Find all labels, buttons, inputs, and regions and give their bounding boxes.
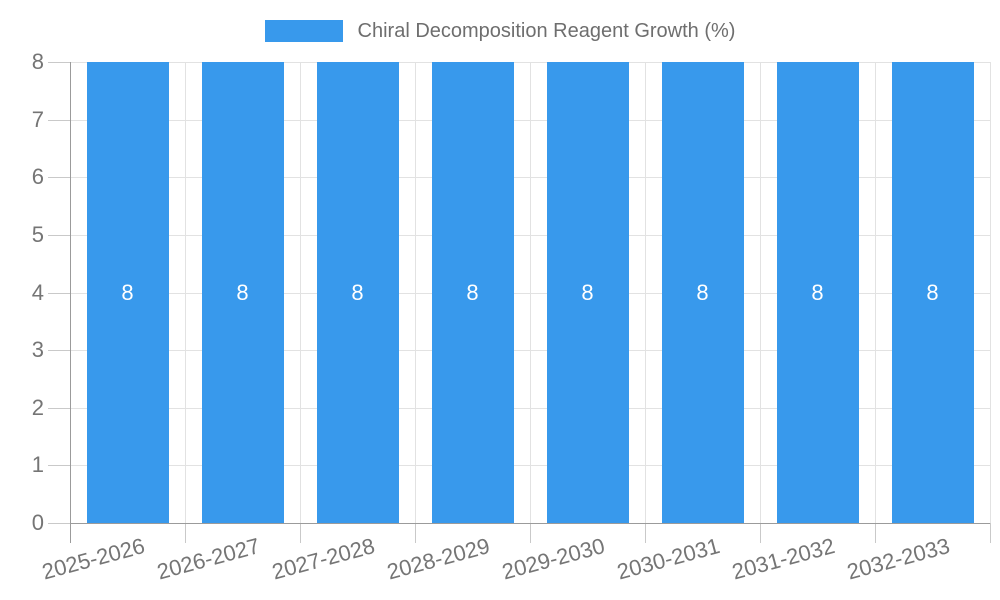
x-gridline bbox=[875, 62, 876, 523]
x-axis-tick-label: 2030-2031 bbox=[614, 533, 723, 585]
x-gridline bbox=[185, 62, 186, 523]
x-axis-tick-label: 2029-2030 bbox=[499, 533, 608, 585]
y-axis-tick-label: 1 bbox=[31, 452, 44, 478]
bar[interactable]: 8 bbox=[546, 62, 629, 523]
x-tick-mark bbox=[990, 523, 991, 543]
chart-legend[interactable]: Chiral Decomposition Reagent Growth (%) bbox=[0, 14, 1000, 48]
y-tick-mark bbox=[48, 523, 70, 524]
y-axis-tick-label: 7 bbox=[31, 106, 44, 132]
x-gridline bbox=[645, 62, 646, 523]
legend-series-label[interactable]: Chiral Decomposition Reagent Growth (%) bbox=[357, 20, 736, 42]
bar-value-label: 8 bbox=[121, 279, 134, 305]
y-axis-line bbox=[70, 62, 71, 543]
x-axis-tick-label: 2026-2027 bbox=[154, 533, 263, 585]
bar-value-label: 8 bbox=[236, 279, 249, 305]
x-tick-mark bbox=[530, 523, 531, 543]
bar[interactable]: 8 bbox=[201, 62, 284, 523]
bar[interactable]: 8 bbox=[661, 62, 744, 523]
y-tick-mark bbox=[48, 407, 70, 409]
x-gridline bbox=[415, 62, 416, 523]
bar-value-label: 8 bbox=[811, 279, 824, 305]
y-axis-tick-label: 5 bbox=[31, 221, 44, 247]
bar[interactable]: 8 bbox=[776, 62, 859, 523]
x-axis-tick-label: 2032-2033 bbox=[844, 533, 953, 585]
bar[interactable]: 8 bbox=[316, 62, 399, 523]
bar-value-label: 8 bbox=[581, 279, 594, 305]
y-axis-tick-label: 2 bbox=[31, 394, 44, 420]
y-axis-tick-label: 6 bbox=[31, 164, 44, 190]
x-tick-mark bbox=[875, 523, 876, 543]
y-tick-mark bbox=[48, 177, 70, 179]
x-gridline bbox=[530, 62, 531, 523]
x-tick-mark bbox=[300, 523, 301, 543]
bar[interactable]: 8 bbox=[431, 62, 514, 523]
legend-swatch-icon[interactable] bbox=[264, 20, 343, 42]
x-gridline bbox=[300, 62, 301, 523]
y-axis-tick-label: 3 bbox=[31, 337, 44, 363]
y-axis-tick-label: 8 bbox=[31, 49, 44, 74]
x-tick-mark bbox=[185, 523, 186, 543]
bar-value-label: 8 bbox=[466, 279, 479, 305]
y-tick-mark bbox=[48, 465, 70, 467]
y-axis-tick-label: 0 bbox=[31, 510, 44, 535]
bar-value-label: 8 bbox=[351, 279, 364, 305]
bar[interactable]: 8 bbox=[86, 62, 169, 523]
x-axis-tick-label: 2028-2029 bbox=[384, 533, 493, 585]
bar-value-label: 8 bbox=[696, 279, 709, 305]
x-axis-line bbox=[70, 523, 990, 524]
bar[interactable]: 8 bbox=[891, 62, 974, 523]
bar-value-label: 8 bbox=[926, 279, 939, 305]
x-axis-tick-label: 2031-2032 bbox=[729, 533, 838, 585]
x-axis-tick-label: 2027-2028 bbox=[269, 533, 378, 585]
x-gridline bbox=[760, 62, 761, 523]
y-axis-tick-label: 4 bbox=[31, 279, 44, 305]
x-axis-tick-label: 2025-2026 bbox=[39, 533, 148, 585]
y-tick-mark bbox=[48, 119, 70, 121]
x-tick-mark bbox=[415, 523, 416, 543]
y-tick-mark bbox=[48, 62, 70, 63]
y-tick-mark bbox=[48, 350, 70, 352]
y-tick-mark bbox=[48, 234, 70, 236]
x-gridline bbox=[990, 62, 991, 523]
y-tick-mark bbox=[48, 292, 70, 294]
x-tick-mark bbox=[645, 523, 646, 543]
x-tick-mark bbox=[760, 523, 761, 543]
